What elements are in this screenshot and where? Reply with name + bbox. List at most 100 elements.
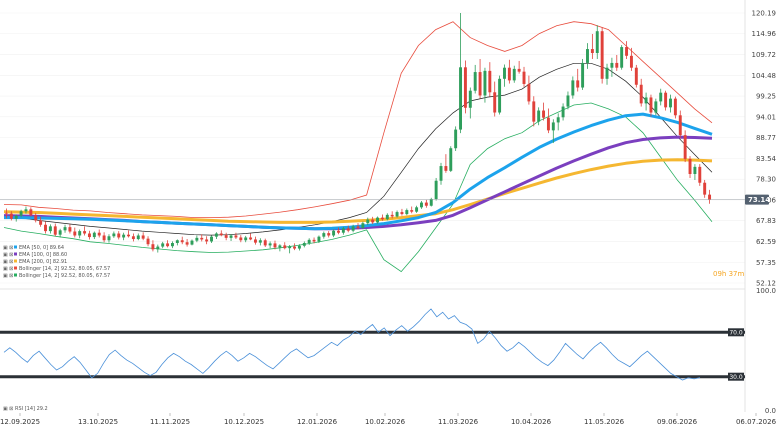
candle-body xyxy=(669,98,672,108)
legend-swatch xyxy=(14,252,17,256)
candle-body xyxy=(214,233,218,237)
legend-label: EMA [200, 0] 82.91 xyxy=(19,259,67,265)
candle-body xyxy=(44,224,47,232)
price-tick-label: 99.25 xyxy=(756,93,776,101)
candle-body xyxy=(337,230,340,233)
x-tick-label: 11.11.2025 xyxy=(150,418,190,426)
candle-body xyxy=(146,238,150,245)
candle-body xyxy=(561,106,565,118)
price-tick-label: 57.35 xyxy=(756,259,776,267)
candle-body xyxy=(258,240,262,243)
candle-body xyxy=(400,212,404,215)
candle-body xyxy=(581,62,585,88)
legend-toggle-icon[interactable]: ▣ ⊠ xyxy=(3,259,13,265)
price-tick-label: 120.19 xyxy=(752,10,777,18)
candle-body xyxy=(517,68,521,72)
candle-body xyxy=(620,47,624,68)
candle-body xyxy=(224,235,228,238)
rsi-lines: 70.0 30.0 xyxy=(0,308,745,381)
rsi-axis: 100.0 0.0 xyxy=(756,287,776,415)
price-axis: 120.19 114.96 109.72 104.48 99.25 94.01 88.77 8… xyxy=(744,0,777,412)
candle-body xyxy=(229,235,233,238)
candle-body xyxy=(122,234,126,238)
candle-body xyxy=(244,237,248,241)
bollinger-lower xyxy=(3,102,713,273)
candle-body xyxy=(649,97,653,113)
bollinger-upper xyxy=(3,21,713,218)
candle-body xyxy=(263,240,267,246)
candle-body xyxy=(205,239,209,242)
candle-body xyxy=(341,228,345,233)
candle-body xyxy=(29,209,33,216)
candle-body xyxy=(117,233,121,238)
candle-body xyxy=(468,90,472,108)
candle-body xyxy=(58,230,62,235)
candle-body xyxy=(253,239,257,243)
indicator-legend[interactable]: ▣ ⊠ EMA [50, 0] 89.64 ▣ ⊠ EMA [100, 0] 88.6… xyxy=(3,245,110,279)
ema-200-line xyxy=(3,158,713,224)
rsi-panel xyxy=(0,291,745,412)
candle-body xyxy=(503,67,506,79)
candle-body xyxy=(24,209,28,212)
candle-body xyxy=(420,202,423,208)
candle-body xyxy=(9,213,13,219)
candle-body xyxy=(68,227,72,232)
candle-body xyxy=(361,223,365,228)
candle-body xyxy=(97,232,101,236)
x-tick-label: 12.09.2025 xyxy=(0,418,40,426)
candle-body xyxy=(351,226,355,231)
legend-toggle-icon[interactable]: ▣ ⊠ xyxy=(3,266,13,272)
legend-swatch xyxy=(14,273,17,277)
candle-body xyxy=(693,166,697,175)
rsi-line xyxy=(3,308,701,381)
candle-body xyxy=(127,234,130,237)
legend-toggle-icon[interactable]: ▣ ⊠ xyxy=(3,245,13,251)
candle-body xyxy=(415,207,419,212)
candle-body xyxy=(507,67,511,81)
candle-body xyxy=(278,245,282,248)
legend-toggle-icon[interactable]: ▣ ⊠ xyxy=(3,273,13,279)
x-tick-label: 09.06.2026 xyxy=(657,418,698,426)
candle-body xyxy=(131,236,135,240)
price-tick-label: 94.01 xyxy=(756,113,776,121)
price-tick-label: 114.96 xyxy=(752,30,777,38)
x-tick-label: 06.07.2026 xyxy=(736,418,777,426)
candle-body xyxy=(566,95,570,107)
price-tick-label: 88.77 xyxy=(756,134,776,142)
candle-body xyxy=(288,246,292,249)
legend-label: Bollinger [14, 2] 92.52, 80.05, 67.57 xyxy=(19,266,110,272)
bollinger-middle xyxy=(3,62,713,236)
candle-body xyxy=(678,115,682,136)
candle-body xyxy=(478,72,482,96)
x-tick-label: 11.05.2026 xyxy=(584,418,625,426)
countdown-timer: 09h 37m xyxy=(713,270,744,278)
candle-body xyxy=(615,62,619,68)
candle-body xyxy=(698,166,702,183)
candle-body xyxy=(239,237,243,241)
candle-body xyxy=(498,78,502,113)
candle-body xyxy=(380,217,384,220)
candle-body xyxy=(87,233,91,238)
candle-body xyxy=(312,239,316,242)
candle-body xyxy=(190,240,194,245)
legend-toggle-icon[interactable]: ▣ ⊠ xyxy=(3,252,13,258)
legend-swatch xyxy=(14,259,17,263)
candle-body xyxy=(317,236,321,242)
candle-body xyxy=(634,67,638,85)
candle-body xyxy=(493,92,497,113)
candle-body xyxy=(488,70,492,93)
x-tick-label: 10.02.2026 xyxy=(365,418,406,426)
candle-body xyxy=(161,243,165,247)
candle-body xyxy=(434,180,438,199)
candle-body xyxy=(19,211,23,216)
candle-body xyxy=(532,101,536,122)
candle-body xyxy=(92,232,96,238)
rsi-legend-icon[interactable]: ▣ ⊠ xyxy=(3,406,13,412)
candle-body xyxy=(459,67,463,130)
rsi-title: RSI [14] 29.2 xyxy=(15,406,48,412)
candle-body xyxy=(664,92,668,108)
candle-body xyxy=(102,235,106,241)
rsi-level-value: 30.0 xyxy=(729,374,743,381)
candle-body xyxy=(610,62,614,68)
candle-body xyxy=(522,71,526,84)
